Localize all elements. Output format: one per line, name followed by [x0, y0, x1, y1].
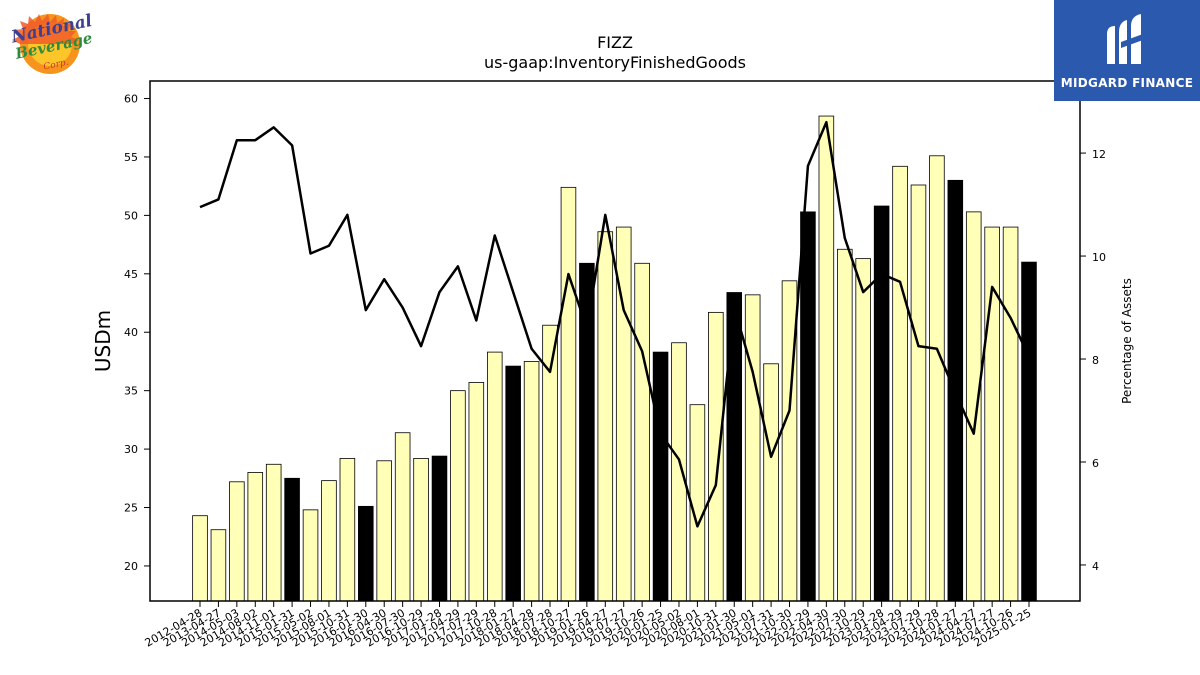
bar-2022-07-30	[837, 248, 853, 602]
bar-2020-08-01	[689, 404, 706, 602]
brand-name: MIDGARD FINANCE	[1060, 75, 1194, 90]
bar-2020-10-31	[708, 311, 724, 602]
y-tick-label: 60	[124, 93, 138, 106]
bar-2017-07-29	[468, 382, 485, 602]
bar-2014-05-03	[229, 481, 245, 602]
x-axis: 2012-04-282013-04-272014-05-032014-08-02…	[143, 601, 1034, 650]
y2-tick-label: 8	[1092, 354, 1099, 367]
y2-tick-label: 10	[1092, 251, 1106, 264]
y-axis-label: USDm	[91, 310, 115, 372]
bar-2019-04-27	[597, 231, 614, 602]
bar-2014-11-01	[265, 463, 282, 602]
percentage-of-assets-line	[199, 120, 1031, 528]
y-tick-label: 50	[124, 209, 138, 222]
y-tick-label: 45	[124, 268, 138, 281]
bar-2014-08-02	[247, 472, 264, 602]
bar-2016-10-29	[413, 458, 429, 602]
bar-2024-04-27	[965, 211, 982, 602]
y2-tick-label: 12	[1092, 148, 1106, 161]
bar-2023-07-29	[910, 184, 927, 602]
bar-2015-08-01	[321, 480, 337, 602]
y-tick-label: 55	[124, 151, 138, 164]
bar-2023-04-29	[892, 165, 908, 602]
bar-2023-10-28	[929, 155, 945, 602]
bar-2013-04-27	[210, 529, 227, 602]
y-tick-label: 30	[124, 443, 138, 456]
national-beverage-logo: National Beverage Corp.	[4, 6, 95, 78]
bar-2017-04-29	[450, 390, 466, 602]
y-axis-left: 20 25 30 35 40 45 50 55 60	[124, 93, 150, 573]
bar-2021-07-31	[763, 363, 779, 602]
midgard-finance-logo: MIDGARD FINANCE	[1054, 0, 1200, 101]
bar-2018-01-27	[505, 365, 521, 602]
bar-2022-01-29	[800, 211, 816, 602]
y2-axis-label: Percentage of Assets	[1120, 278, 1134, 404]
bar-2012-04-28	[192, 515, 208, 602]
y2-tick-label: 6	[1092, 457, 1099, 470]
bar-2025-01-25	[1021, 261, 1037, 602]
y2-tick-label: 4	[1092, 560, 1099, 573]
bar-2018-10-27	[560, 186, 577, 602]
bar-2021-05-01	[744, 294, 761, 602]
bar-2020-05-02	[671, 342, 687, 602]
bar-2024-10-26	[1002, 226, 1019, 602]
bar-2021-01-30	[726, 292, 743, 602]
bar-2016-07-30	[394, 432, 411, 602]
bar-2019-10-26	[634, 262, 650, 602]
bar-2016-01-30	[358, 505, 374, 602]
bar-2017-10-28	[486, 351, 503, 602]
y-tick-label: 20	[124, 560, 138, 573]
bar-2016-04-30	[376, 460, 392, 602]
bar-2024-07-27	[984, 226, 1000, 602]
bar-2023-01-28	[873, 205, 890, 602]
midgard-emblem-icon	[1107, 13, 1143, 64]
bar-2015-10-31	[339, 458, 356, 602]
bar-2020-01-25	[652, 351, 669, 602]
bar-2017-01-28	[431, 455, 448, 602]
y-tick-label: 35	[124, 385, 138, 398]
chart-subtitle: us-gaap:InventoryFinishedGoods	[484, 53, 746, 72]
bar-2015-05-02	[302, 509, 319, 602]
chart-title: FIZZ	[597, 33, 633, 52]
bar-2022-10-29	[855, 258, 871, 602]
y-tick-label: 40	[124, 326, 138, 339]
bar-2015-01-31	[284, 477, 300, 602]
y-axis-right: 4 6 8 10 12	[1080, 148, 1106, 573]
bar-2018-04-28	[523, 361, 540, 602]
plot-frame	[149, 80, 1081, 602]
y-tick-label: 25	[124, 502, 138, 515]
bar-series	[192, 115, 1037, 602]
bar-2022-04-30	[818, 115, 835, 602]
